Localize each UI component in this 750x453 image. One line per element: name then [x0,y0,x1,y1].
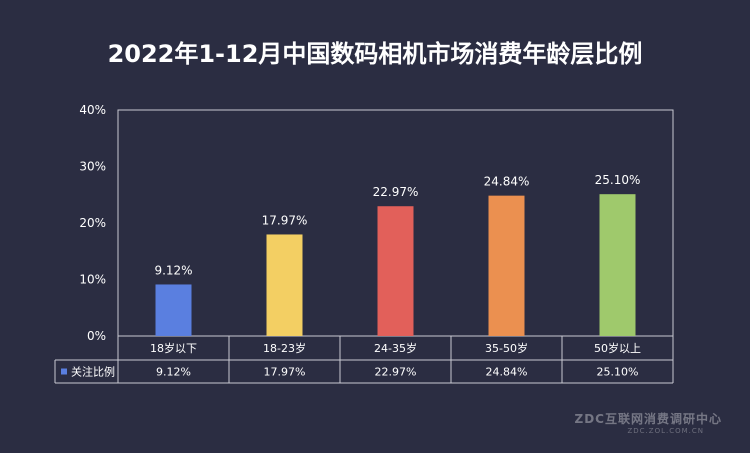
chart-title: 2022年1-12月中国数码相机市场消费年龄层比例 [107,40,643,68]
x-tick-label: 24-35岁 [374,341,417,355]
y-tick-label: 20% [79,216,106,230]
bar [155,284,192,336]
table-value: 24.84% [486,366,528,379]
x-tick-label: 50岁以上 [594,341,641,355]
x-tick-label: 35-50岁 [485,341,528,355]
data-label: 22.97% [373,185,419,199]
table-value: 22.97% [375,366,417,379]
data-label: 24.84% [484,175,530,189]
table-value: 25.10% [597,366,639,379]
data-label: 25.10% [595,173,641,187]
y-tick-label: 0% [87,329,106,343]
x-tick-label: 18-23岁 [263,341,306,355]
bar [488,195,525,336]
y-tick-label: 10% [79,273,106,287]
watermark-text: ZDC互联网消费调研中心 [574,412,722,426]
watermark-url: ZDC.ZOL.COM.CN [627,427,704,435]
y-tick-label: 40% [79,103,106,117]
data-label: 9.12% [154,263,192,277]
x-tick-label: 18岁以下 [150,341,197,355]
legend-swatch [61,368,67,375]
data-label: 17.97% [262,213,308,227]
legend-label: 关注比例 [71,365,115,379]
table-value: 17.97% [264,366,306,379]
bar [377,206,414,336]
bar [266,234,303,336]
y-tick-label: 30% [79,160,106,174]
bar [599,194,636,336]
table-value: 9.12% [156,366,191,379]
